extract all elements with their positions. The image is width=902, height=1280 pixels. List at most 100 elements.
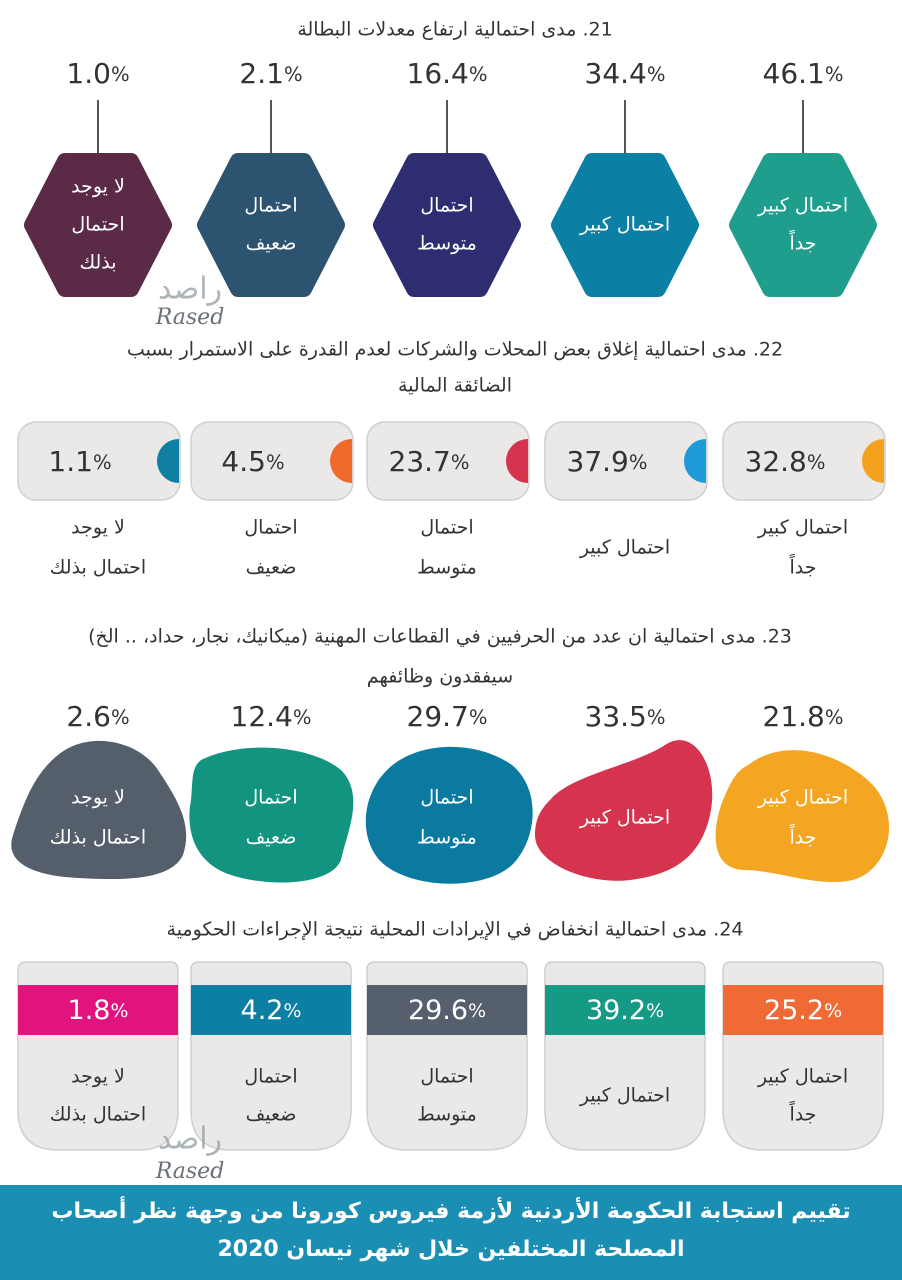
value-unit: %	[469, 706, 488, 729]
blob	[189, 747, 354, 883]
value: 29.6%	[408, 995, 486, 1026]
blob	[365, 746, 533, 884]
item-label: ضعيف	[246, 233, 297, 255]
section-title: الضائقة المالية	[398, 375, 512, 397]
item-label: ضعيف	[246, 1104, 297, 1126]
item-label: احتمال كبير	[579, 807, 670, 829]
item-label: جداً	[789, 229, 816, 254]
item-label: احتمال بذلك	[50, 1104, 146, 1126]
value-unit: %	[825, 706, 844, 729]
value-number: 16.4	[407, 57, 469, 90]
value-unit: %	[468, 1000, 486, 1022]
watermark-arabic: راصد	[158, 272, 222, 307]
half-disc	[330, 439, 352, 483]
hexagon	[551, 153, 699, 297]
card	[190, 421, 354, 501]
hexagon	[729, 153, 877, 297]
item-label: احتمال كبير	[579, 537, 670, 559]
value-number: 4.5	[221, 445, 266, 478]
value-number: 21.8	[763, 700, 825, 733]
value: 2.1%	[239, 57, 302, 90]
item-label: ضعيف	[246, 557, 297, 579]
value: 1.0%	[66, 57, 129, 90]
value-number: 2.6	[66, 700, 111, 733]
value-unit: %	[451, 451, 470, 474]
item-label: متوسط	[417, 233, 477, 255]
value-unit: %	[266, 451, 285, 474]
item-label: احتمال	[244, 787, 297, 809]
value: 12.4%	[231, 700, 312, 733]
value-number: 29.6	[408, 995, 468, 1026]
value-unit: %	[647, 63, 666, 86]
hexagon	[373, 153, 521, 297]
hexagon	[24, 153, 172, 297]
item-label: جداً	[789, 823, 816, 848]
value-number: 4.2	[241, 995, 284, 1026]
value-number: 33.5	[585, 700, 647, 733]
value-number: 12.4	[231, 700, 293, 733]
item-label: لا يوجد	[71, 517, 125, 539]
value-unit: %	[825, 63, 844, 86]
item-label: بذلك	[79, 252, 116, 274]
section-title: سيفقدون وظائفهم	[367, 666, 513, 688]
value-number: 1.0	[66, 57, 111, 90]
card	[544, 421, 708, 501]
value-number: 29.7	[407, 700, 469, 733]
card	[366, 421, 530, 501]
value: 4.2%	[241, 995, 302, 1026]
value: 25.2%	[764, 995, 842, 1026]
value: 34.4%	[585, 57, 666, 90]
value-number: 39.2	[586, 995, 646, 1026]
value-number: 1.1	[48, 445, 93, 478]
item-label: ضعيف	[246, 827, 297, 849]
item-label: احتمال كبير	[757, 195, 848, 217]
color-band	[191, 985, 351, 1035]
color-band	[723, 985, 883, 1035]
value: 32.8%	[745, 445, 826, 478]
item-label: احتمال كبير	[757, 787, 848, 809]
value: 1.1%	[48, 445, 111, 478]
value-number: 2.1	[239, 57, 284, 90]
item-label: احتمال بذلك	[50, 827, 146, 849]
value: 21.8%	[763, 700, 844, 733]
half-disc	[506, 439, 528, 483]
watermark-latin: Rased	[155, 1159, 225, 1184]
value-unit: %	[293, 706, 312, 729]
value-unit: %	[807, 451, 826, 474]
half-disc	[157, 439, 179, 483]
item-label: جداً	[789, 1100, 816, 1125]
footer-band	[0, 1185, 902, 1280]
footer-text: المصلحة المختلفين خلال شهر نيسان 2020	[217, 1237, 684, 1262]
color-band	[545, 985, 705, 1035]
value: 46.1%	[763, 57, 844, 90]
blob	[11, 740, 187, 880]
item-label: احتمال	[244, 1066, 297, 1088]
value-unit: %	[111, 706, 130, 729]
value-number: 32.8	[745, 445, 807, 478]
item-label: احتمال	[420, 1066, 473, 1088]
item-label: احتمال	[420, 787, 473, 809]
card	[722, 421, 886, 501]
section-title: 22. مدى احتمالية إغلاق بعض المحلات والشر…	[127, 339, 783, 362]
item-label: احتمال بذلك	[50, 557, 146, 579]
item-label: احتمال كبير	[757, 1066, 848, 1088]
value-unit: %	[93, 451, 112, 474]
item-label: احتمال كبير	[579, 1085, 670, 1107]
item-label: احتمال	[71, 214, 124, 236]
value: 39.2%	[586, 995, 664, 1026]
value: 37.9%	[567, 445, 648, 478]
value-number: 34.4	[585, 57, 647, 90]
section-title: 21. مدى احتمالية ارتفاع معدلات البطالة	[297, 19, 612, 41]
item-label: لا يوجد	[71, 1066, 125, 1088]
value-unit: %	[111, 63, 130, 86]
watermark-latin: Rased	[155, 305, 225, 330]
item-label: متوسط	[417, 827, 477, 849]
item-label: متوسط	[417, 1104, 477, 1126]
half-disc	[684, 439, 706, 483]
value-number: 37.9	[567, 445, 629, 478]
item-label: جداً	[789, 553, 816, 578]
item-label: احتمال	[420, 517, 473, 539]
value: 23.7%	[389, 445, 470, 478]
item-label: لا يوجد	[71, 176, 125, 198]
value-unit: %	[111, 1000, 129, 1022]
